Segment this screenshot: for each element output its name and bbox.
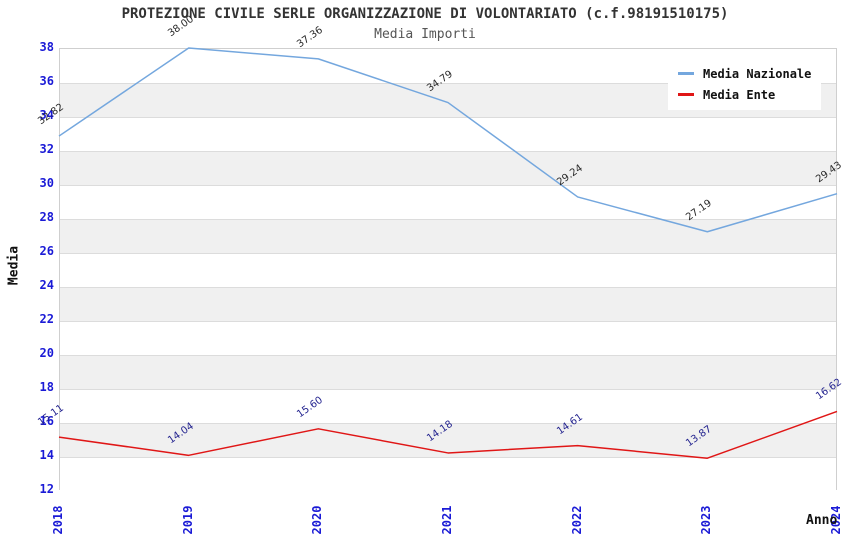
x-tick-label: 2020 [310, 505, 325, 535]
grid-band [60, 185, 836, 219]
y-tick-label: 32 [39, 142, 54, 156]
gridline [60, 117, 836, 118]
y-tick-label: 22 [39, 312, 54, 326]
grid-band [60, 457, 836, 491]
gridline [60, 355, 836, 356]
legend-swatch [678, 93, 694, 96]
y-tick-label: 38 [39, 40, 54, 54]
grid-band [60, 287, 836, 321]
y-tick-label: 16 [39, 414, 54, 428]
y-tick-label: 26 [39, 244, 54, 258]
legend-label: Media Ente [703, 87, 776, 102]
gridline [60, 287, 836, 288]
legend-item: Media Nazionale [678, 63, 811, 84]
y-tick-label: 20 [39, 346, 54, 360]
grid-band [60, 253, 836, 287]
x-tick-label: 2018 [51, 505, 65, 535]
x-tick-label: 2022 [569, 505, 584, 535]
y-tick-label: 28 [39, 210, 54, 224]
x-tick-label: 2019 [180, 505, 195, 535]
y-tick-label: 18 [39, 380, 54, 394]
x-tick-label: 2021 [440, 505, 454, 535]
grid-band [60, 355, 836, 389]
x-tick-label: 2023 [699, 505, 714, 535]
y-tick-label: 12 [39, 482, 54, 496]
y-tick-label: 36 [39, 74, 54, 88]
gridline [60, 151, 836, 152]
gridline [60, 389, 836, 390]
gridline [60, 185, 836, 186]
x-axis-label: Anno [806, 513, 838, 528]
grid-band [60, 219, 836, 253]
legend-swatch [678, 72, 694, 75]
y-tick-label: 34 [39, 108, 54, 122]
gridline [60, 219, 836, 220]
y-tick-label: 14 [39, 448, 54, 462]
grid-band [60, 151, 836, 185]
grid-band [60, 117, 836, 151]
gridline [60, 321, 836, 322]
y-tick-label: 24 [39, 278, 54, 292]
legend-label: Media Nazionale [703, 66, 812, 81]
chart-title: PROTEZIONE CIVILE SERLE ORGANIZZAZIONE D… [121, 6, 729, 22]
legend: Media Nazionale Media Ente [668, 58, 822, 110]
y-tick-label: 30 [39, 176, 54, 190]
legend-item: Media Ente [678, 84, 811, 105]
chart-subtitle: Media Importi [374, 27, 476, 42]
gridline [60, 253, 836, 254]
grid-band [60, 321, 836, 355]
gridline [60, 457, 836, 458]
